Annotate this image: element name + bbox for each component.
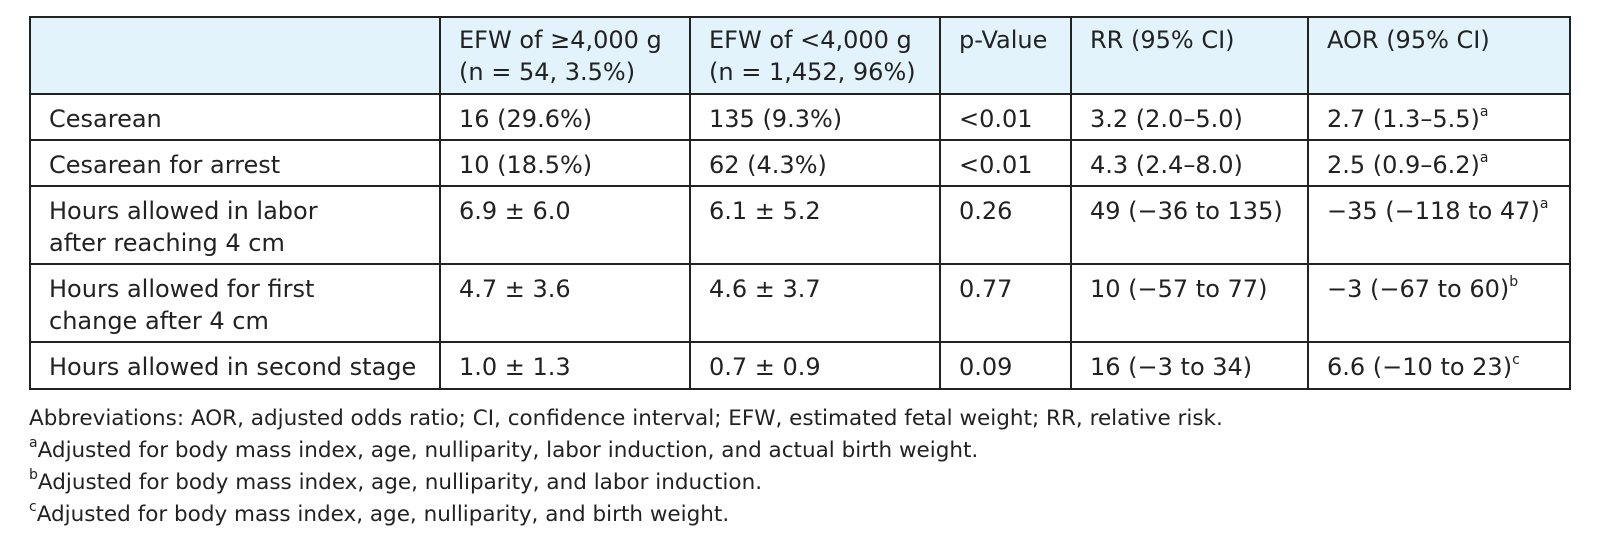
row-label: Hours allowed in labor after reaching 4 … <box>29 185 441 265</box>
cell-p-value: 0.09 <box>939 341 1072 390</box>
cell-efw-ge4000: 10 (18.5%) <box>439 139 691 187</box>
table-row: Cesarean for arrest 10 (18.5%) 62 (4.3%)… <box>29 139 1571 187</box>
header-efw-lt4000-line1: EFW of <4,000 g <box>709 26 912 54</box>
row-label: Hours allowed in second stage <box>29 341 441 390</box>
cell-p-value: 0.26 <box>939 185 1072 265</box>
cell-rr: 4.3 (2.4–8.0) <box>1070 139 1309 187</box>
cell-aor: 2.7 (1.3–5.5)a <box>1307 93 1571 141</box>
cell-efw-lt4000: 135 (9.3%) <box>689 93 941 141</box>
aor-footnote-mark: a <box>1479 104 1489 120</box>
cell-efw-lt4000: 6.1 ± 5.2 <box>689 185 941 265</box>
results-table: EFW of ≥4,000 g (n = 54, 3.5%) EFW of <4… <box>29 16 1571 390</box>
header-efw-ge4000-line1: EFW of ≥4,000 g <box>459 26 662 54</box>
aor-value: 2.7 (1.3–5.5) <box>1327 105 1480 133</box>
results-table-container: EFW of ≥4,000 g (n = 54, 3.5%) EFW of <4… <box>29 16 1571 390</box>
row-label-text: Hours allowed for first change after 4 c… <box>49 275 315 335</box>
cell-efw-ge4000: 1.0 ± 1.3 <box>439 341 691 390</box>
cell-efw-ge4000: 16 (29.6%) <box>439 93 691 141</box>
table-row: Hours allowed in second stage 1.0 ± 1.3 … <box>29 341 1571 390</box>
cell-aor: −3 (−67 to 60)b <box>1307 263 1571 343</box>
footnote-c: cAdjusted for body mass index, age, null… <box>29 499 1569 531</box>
cell-efw-lt4000: 0.7 ± 0.9 <box>689 341 941 390</box>
cell-p-value: <0.01 <box>939 139 1072 187</box>
cell-p-value: 0.77 <box>939 263 1072 343</box>
table-row: Hours allowed for first change after 4 c… <box>29 263 1571 343</box>
table-footnotes: Abbreviations: AOR, adjusted odds ratio;… <box>29 403 1569 531</box>
row-label: Cesarean for arrest <box>29 139 441 187</box>
cell-efw-lt4000: 62 (4.3%) <box>689 139 941 187</box>
cell-rr: 49 (−36 to 135) <box>1070 185 1309 265</box>
header-cell-blank <box>29 16 441 95</box>
cell-rr: 10 (−57 to 77) <box>1070 263 1309 343</box>
header-p-value-label: p-Value <box>959 26 1048 54</box>
footnote-b-mark: b <box>29 466 38 483</box>
header-efw-lt4000-line2: (n = 1,452, 96%) <box>709 58 916 86</box>
table-row: Cesarean 16 (29.6%) 135 (9.3%) <0.01 3.2… <box>29 93 1571 141</box>
row-label: Cesarean <box>29 93 441 141</box>
cell-p-value: <0.01 <box>939 93 1072 141</box>
cell-efw-lt4000: 4.6 ± 3.7 <box>689 263 941 343</box>
header-p-value: p-Value <box>939 16 1072 95</box>
footnote-c-mark: c <box>29 498 37 515</box>
header-rr-label: RR (95% CI) <box>1090 26 1235 54</box>
aor-value: 2.5 (0.9–6.2) <box>1327 151 1480 179</box>
aor-footnote-mark: a <box>1479 150 1489 166</box>
cell-rr: 16 (−3 to 34) <box>1070 341 1309 390</box>
table-row: Hours allowed in labor after reaching 4 … <box>29 185 1571 265</box>
aor-footnote-mark: b <box>1509 274 1519 290</box>
header-aor-label: AOR (95% CI) <box>1327 26 1490 54</box>
aor-value: −35 (−118 to 47) <box>1327 197 1540 225</box>
aor-value: −3 (−67 to 60) <box>1327 275 1510 303</box>
cell-rr: 3.2 (2.0–5.0) <box>1070 93 1309 141</box>
footnote-b: bAdjusted for body mass index, age, null… <box>29 467 1569 499</box>
header-efw-ge4000: EFW of ≥4,000 g (n = 54, 3.5%) <box>439 16 691 95</box>
row-label-text: Hours allowed in labor after reaching 4 … <box>49 197 318 257</box>
cell-aor: 6.6 (−10 to 23)c <box>1307 341 1571 390</box>
header-row: EFW of ≥4,000 g (n = 54, 3.5%) EFW of <4… <box>29 16 1571 95</box>
header-rr: RR (95% CI) <box>1070 16 1309 95</box>
table-header: EFW of ≥4,000 g (n = 54, 3.5%) EFW of <4… <box>29 16 1571 95</box>
table-body: Cesarean 16 (29.6%) 135 (9.3%) <0.01 3.2… <box>29 93 1571 390</box>
aor-footnote-mark: a <box>1539 196 1549 212</box>
cell-efw-ge4000: 6.9 ± 6.0 <box>439 185 691 265</box>
aor-footnote-mark: c <box>1512 352 1520 368</box>
header-efw-lt4000: EFW of <4,000 g (n = 1,452, 96%) <box>689 16 941 95</box>
aor-value: 6.6 (−10 to 23) <box>1327 353 1513 381</box>
footnote-a: aAdjusted for body mass index, age, null… <box>29 435 1569 467</box>
cell-aor: −35 (−118 to 47)a <box>1307 185 1571 265</box>
footnote-abbreviations: Abbreviations: AOR, adjusted odds ratio;… <box>29 406 1223 431</box>
footnote-a-mark: a <box>29 434 38 451</box>
row-label: Hours allowed for first change after 4 c… <box>29 263 441 343</box>
cell-aor: 2.5 (0.9–6.2)a <box>1307 139 1571 187</box>
header-aor: AOR (95% CI) <box>1307 16 1571 95</box>
cell-efw-ge4000: 4.7 ± 3.6 <box>439 263 691 343</box>
footnote-b-text: Adjusted for body mass index, age, nulli… <box>37 470 763 495</box>
header-efw-ge4000-line2: (n = 54, 3.5%) <box>459 58 636 86</box>
footnote-a-text: Adjusted for body mass index, age, nulli… <box>37 438 979 463</box>
footnote-c-text: Adjusted for body mass index, age, nulli… <box>36 502 730 527</box>
